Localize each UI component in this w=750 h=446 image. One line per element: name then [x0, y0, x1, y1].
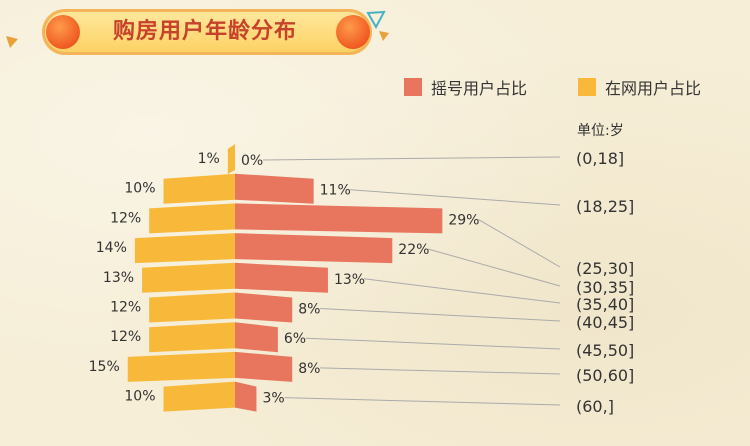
data-label-online: 12% — [110, 300, 141, 316]
category-label: (0,18] — [576, 149, 624, 168]
data-label-lottery: 11% — [320, 183, 351, 199]
data-label-online: 13% — [103, 270, 134, 286]
bar-lottery — [235, 262, 328, 293]
bar-online — [134, 233, 235, 264]
unit-label: 单位:岁 — [577, 123, 624, 139]
leader-line — [349, 189, 561, 206]
bar-lottery — [235, 203, 443, 234]
legend-label-online: 在网用户占比 — [605, 79, 702, 98]
bar-lottery — [235, 292, 293, 323]
data-label-online: 14% — [96, 240, 127, 256]
data-label-lottery: 13% — [334, 272, 365, 288]
data-label-lottery: 8% — [298, 361, 320, 377]
legend-item-online: 在网用户占比 — [578, 76, 701, 98]
bar-online — [149, 292, 235, 323]
category-label: (45,50] — [576, 341, 634, 360]
bar-online — [142, 262, 235, 293]
category-label: (50,60] — [576, 366, 634, 385]
bar-lottery — [235, 233, 393, 264]
bar-online — [227, 144, 235, 174]
leader-line — [363, 278, 561, 304]
data-label-lottery: 22% — [398, 242, 429, 258]
leader-line — [320, 308, 561, 322]
title-left-circle — [46, 15, 80, 49]
data-label-lottery: 6% — [284, 331, 306, 347]
data-label-online: 10% — [124, 181, 155, 197]
category-label: (40,45] — [576, 313, 634, 332]
data-label-lottery: 29% — [448, 212, 479, 228]
legend-label-lottery: 摇号用户占比 — [431, 79, 528, 98]
decoration-triangle-right — [366, 10, 386, 30]
bar-online — [149, 322, 235, 353]
category-label: (25,30] — [576, 259, 634, 278]
title-right-circle — [336, 15, 370, 49]
data-label-online: 15% — [89, 359, 120, 375]
leader-line — [428, 248, 561, 287]
bar-lottery — [235, 381, 257, 412]
data-label-online: 12% — [110, 329, 141, 345]
category-label: (30,35] — [576, 278, 634, 297]
bar-lottery — [235, 173, 314, 204]
title-banner — [42, 9, 372, 55]
chart-title: 购房用户年龄分布 — [112, 19, 297, 44]
leader-line — [305, 337, 561, 350]
data-label-online: 10% — [124, 389, 155, 405]
bar-online — [149, 203, 235, 234]
data-label-lottery: 0% — [241, 153, 263, 169]
data-label-online: 12% — [110, 210, 141, 226]
bar-online — [163, 381, 235, 412]
bar-lottery — [235, 322, 278, 353]
legend-swatch-lottery — [404, 78, 422, 96]
category-label: (18,25] — [576, 197, 634, 216]
leader-line — [320, 367, 561, 375]
data-label-lottery: 3% — [262, 391, 284, 407]
decoration-triangle-left — [6, 36, 18, 48]
bar-lottery — [235, 351, 293, 382]
data-label-lottery: 8% — [298, 302, 320, 318]
legend-item-lottery: 摇号用户占比 — [404, 76, 527, 98]
bar-online — [163, 173, 235, 204]
leader-line — [478, 218, 561, 268]
category-label: (35,40] — [576, 295, 634, 314]
leader-line — [262, 156, 561, 161]
data-label-online: 1% — [198, 151, 220, 167]
legend-swatch-online — [578, 78, 596, 96]
decoration-triangle-small — [379, 31, 389, 41]
bar-online — [127, 351, 235, 382]
category-label: (60,] — [576, 397, 614, 416]
leader-line — [284, 397, 561, 406]
